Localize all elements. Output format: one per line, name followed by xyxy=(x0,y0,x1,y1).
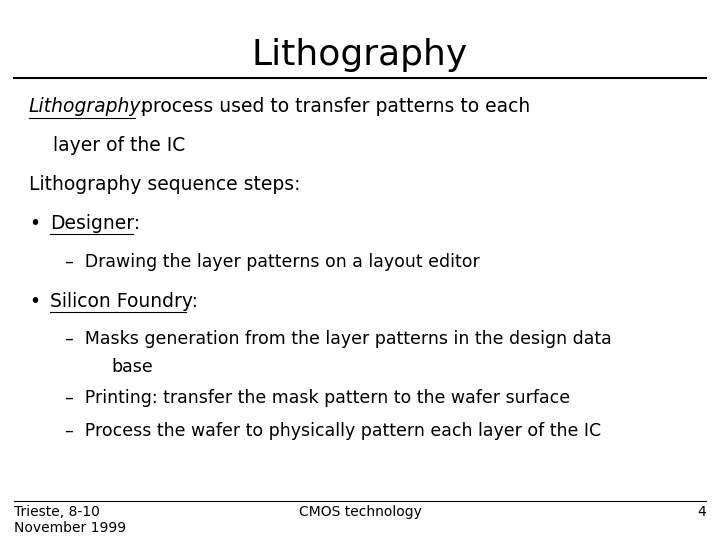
Text: •: • xyxy=(29,292,40,310)
Text: base: base xyxy=(111,357,153,376)
Text: Silicon Foundry:: Silicon Foundry: xyxy=(50,292,199,310)
Text: Lithography sequence steps:: Lithography sequence steps: xyxy=(29,175,300,194)
Text: layer of the IC: layer of the IC xyxy=(29,136,185,155)
Text: –  Masks generation from the layer patterns in the design data: – Masks generation from the layer patter… xyxy=(65,330,611,348)
Text: 4: 4 xyxy=(697,505,706,519)
Text: Trieste, 8-10
November 1999: Trieste, 8-10 November 1999 xyxy=(14,505,127,535)
Text: –  Printing: transfer the mask pattern to the wafer surface: – Printing: transfer the mask pattern to… xyxy=(65,389,570,407)
Text: Lithography:: Lithography: xyxy=(29,97,148,116)
Text: process used to transfer patterns to each: process used to transfer patterns to eac… xyxy=(135,97,531,116)
Text: –  Drawing the layer patterns on a layout editor: – Drawing the layer patterns on a layout… xyxy=(65,253,480,271)
Text: •: • xyxy=(29,214,40,233)
Text: Designer:: Designer: xyxy=(50,214,140,233)
Text: Lithography: Lithography xyxy=(252,38,468,72)
Text: CMOS technology: CMOS technology xyxy=(299,505,421,519)
Text: –  Process the wafer to physically pattern each layer of the IC: – Process the wafer to physically patter… xyxy=(65,422,601,440)
